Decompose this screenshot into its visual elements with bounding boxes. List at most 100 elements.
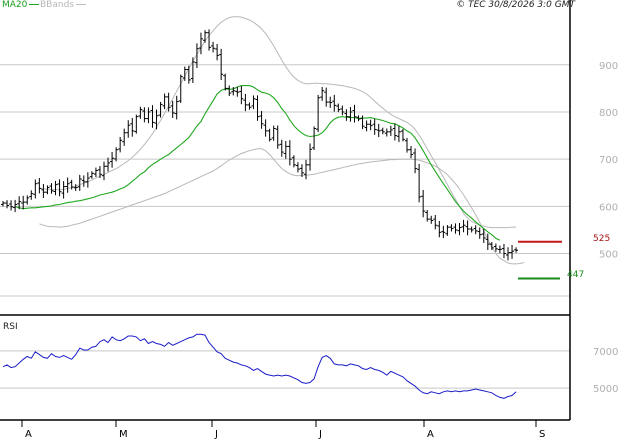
price-bar [203,30,207,43]
price-bar [114,147,119,162]
ma20-path [14,85,501,241]
price-bar [388,125,393,136]
price-bar [194,43,199,69]
price-bar [17,196,22,210]
price-bar [441,225,446,239]
price-bar [352,104,357,123]
price-bar [287,140,292,166]
x-tick-label: A [25,429,32,440]
price-bar [118,136,123,153]
price-bar [324,87,329,107]
price-bar [110,151,115,168]
price-bar [170,100,175,118]
resistance-label: 525 [593,234,611,244]
price-bar [493,243,498,252]
price-bar [186,65,191,84]
price-bar [247,102,252,110]
price-bar [453,223,458,234]
bbands-lower-line [39,148,525,265]
price-bar [356,115,361,122]
price-bar [158,101,163,118]
price-bar [392,123,397,141]
price-bar [150,105,155,128]
price-bar [146,107,151,124]
price-bar [198,32,203,55]
price-tick-label: 900 [599,61,618,72]
x-tick-label: J [214,429,218,440]
ma20-legend-label: MA20 [2,0,28,10]
price-bar [405,137,409,153]
price-bar [89,171,94,179]
price-bar [251,95,256,110]
bbands-legend: BBands [40,0,86,11]
price-bar [69,179,74,190]
price-bar [510,244,515,259]
price-bar [489,242,494,250]
price-bar [295,162,300,173]
price-bar [380,127,385,135]
ma20-legend: MA20 [2,0,40,11]
price-bar [130,117,135,137]
rsi-path [2,333,517,399]
rsi-panel-label: RSI [3,322,18,332]
price-bar [413,148,418,174]
price-bar [400,129,405,142]
price-bar [255,95,260,121]
price-bar [473,225,478,235]
price-bar [37,178,42,194]
price-bar [457,223,462,236]
price-bar [291,155,296,168]
price-bar [134,114,139,134]
price-bar [348,106,353,122]
price-tick-label: 600 [599,202,618,213]
price-bar [304,159,308,180]
price-bar [219,48,224,81]
price-bar [271,125,276,141]
x-tick-label: J [318,429,322,440]
price-bar [9,200,14,211]
price-bar [312,126,317,150]
price-bar [340,105,345,116]
price-bar [497,245,502,254]
price-bar [384,128,389,137]
price-bar [227,85,232,97]
price-bar [77,174,82,191]
price-bar [506,247,510,261]
bbands-legend-swatch [75,4,86,5]
price-bar [344,109,349,121]
price-bar [316,94,321,133]
price-bar [166,92,171,112]
price-bar [25,195,30,205]
price-bar [182,66,187,81]
price-bar [223,73,228,91]
ma20-line [14,85,501,241]
price-bar [360,115,365,130]
price-bar [332,94,337,112]
price-bar [21,195,26,210]
price-bar [308,143,313,171]
price-bar [461,219,466,233]
price-bar [97,166,102,179]
price-bar [320,87,325,101]
ma20-legend-swatch [29,4,40,5]
price-bar [106,157,111,172]
price-bar [283,141,288,159]
price-bar [417,163,422,203]
price-bar [154,109,159,130]
price-bar [211,41,216,53]
bbands-legend-label: BBands [40,0,74,10]
price-bar [231,87,236,96]
price-bar [465,220,470,236]
price-bar [85,172,90,188]
price-bar [364,120,369,132]
price-bar [299,164,304,178]
price-bar [485,233,490,250]
price-bar [162,93,167,110]
bbands-upper-line [39,16,517,229]
rsi-line [2,333,517,399]
price-bar [122,128,127,146]
price-bar [57,179,62,197]
price-bar [259,111,264,129]
price-bar [514,247,519,253]
x-tick-label: A [427,429,434,440]
